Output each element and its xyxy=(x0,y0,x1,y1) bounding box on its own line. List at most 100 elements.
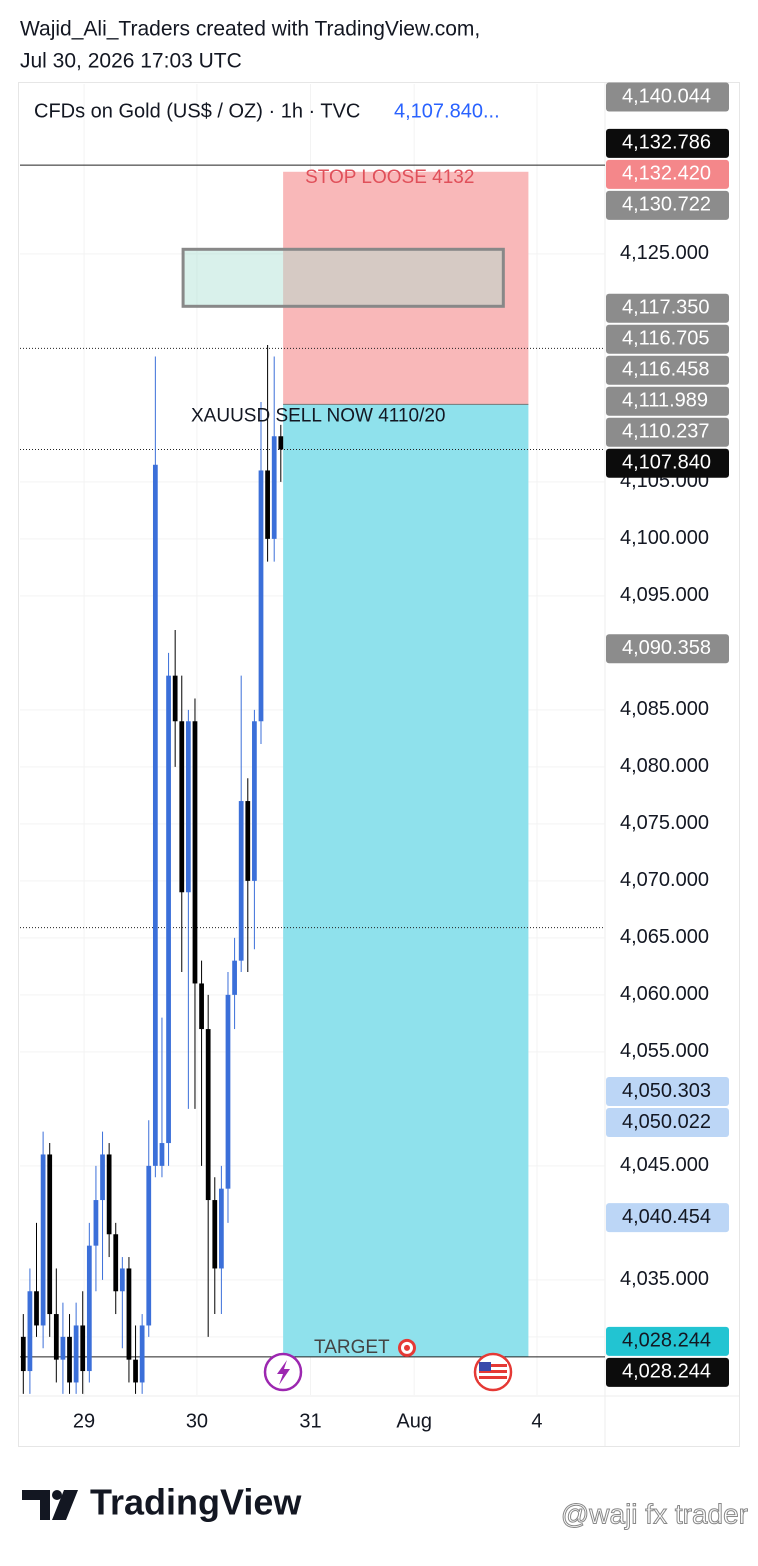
candle-body xyxy=(80,1325,86,1372)
price-badge-label: 4,040.454 xyxy=(622,1206,711,1228)
candle-body xyxy=(159,1143,165,1166)
price-scale: 4,125.0004,105.0004,100.0004,095.0004,08… xyxy=(606,82,729,1387)
price-badge xyxy=(606,190,729,220)
zone-rectangle xyxy=(181,247,505,308)
candle-body xyxy=(265,470,270,539)
y-tick-label: 4,035.000 xyxy=(620,1268,709,1290)
watermark: @waji fx trader xyxy=(561,1498,748,1529)
candle-body xyxy=(86,1245,92,1372)
price-badge-label: 4,116.458 xyxy=(622,359,710,381)
y-tick-label: 4,075.000 xyxy=(620,812,709,834)
candle-body xyxy=(100,1154,105,1201)
candle-body xyxy=(238,801,244,961)
event-icon[interactable] xyxy=(263,1352,303,1392)
candle-body xyxy=(93,1200,99,1246)
price-badge xyxy=(606,1203,729,1233)
y-tick-label: 4,065.000 xyxy=(620,926,709,948)
candle-body xyxy=(232,960,237,995)
price-badge-label: 4,028.244 xyxy=(622,1361,711,1383)
price-badge xyxy=(606,1357,729,1387)
price-badge xyxy=(606,386,729,416)
price-badge xyxy=(606,634,729,664)
price-badge-label: 4,110.237 xyxy=(622,421,710,443)
x-tick-label: 31 xyxy=(299,1410,321,1432)
candle-body xyxy=(20,1336,26,1372)
price-badge-label: 4,140.044 xyxy=(622,85,711,107)
price-badge-label: 4,090.358 xyxy=(622,637,711,659)
price-badge-label: 4,130.722 xyxy=(622,194,711,216)
price-badge-label: 4,028.244 xyxy=(622,1330,711,1352)
candle-body xyxy=(126,1268,132,1360)
chart-title[interactable]: CFDs on Gold (US$ / OZ) · 1h · TVC xyxy=(34,100,360,122)
price-badge xyxy=(606,1077,729,1107)
price-badge xyxy=(606,324,729,354)
y-tick-label: 4,045.000 xyxy=(620,1154,709,1176)
candle-body xyxy=(271,436,277,539)
y-tick-label: 4,060.000 xyxy=(620,983,709,1005)
tradingview-logo xyxy=(22,1490,78,1520)
candle-body xyxy=(172,675,178,722)
price-badge-label: 4,132.786 xyxy=(622,132,711,154)
target-zone xyxy=(283,404,529,1357)
price-badge xyxy=(606,1108,729,1138)
price-badge xyxy=(606,417,729,447)
price-badge xyxy=(606,293,729,323)
candle-body xyxy=(133,1359,138,1383)
price-badge xyxy=(606,355,729,385)
y-tick-label: 4,055.000 xyxy=(620,1040,709,1062)
candle-body xyxy=(199,983,204,1030)
candle-body xyxy=(60,1336,66,1360)
candle-body xyxy=(67,1336,72,1383)
candle-body xyxy=(113,1234,119,1292)
y-tick-label: 4,100.000 xyxy=(620,527,709,549)
target-ring xyxy=(404,1344,410,1351)
candle-body xyxy=(185,721,191,893)
candle-body xyxy=(73,1325,79,1383)
y-tick-label: 4,085.000 xyxy=(620,698,709,720)
header-line: Wajid_Ali_Traders created with TradingVi… xyxy=(20,18,480,41)
price-badge xyxy=(606,159,729,189)
signal-label: XAUUSD SELL NOW 4110/20 xyxy=(191,405,446,426)
candle-body xyxy=(258,470,264,722)
target-label: TARGET xyxy=(314,1337,390,1358)
candle-body xyxy=(219,1188,224,1269)
x-tick-label: 4 xyxy=(531,1410,542,1432)
y-tick-label: 4,095.000 xyxy=(620,584,709,606)
candle-body xyxy=(212,1200,218,1269)
price-badge-label: 4,050.022 xyxy=(622,1111,711,1133)
candle-body xyxy=(146,1165,152,1326)
header-date: Jul 30, 2026 17:03 UTC xyxy=(20,50,242,73)
price-badge-label: 4,107.840 xyxy=(622,452,711,474)
price-badge-label: 4,117.350 xyxy=(622,297,710,319)
x-tick-label: 29 xyxy=(73,1410,95,1432)
candle-body xyxy=(40,1154,46,1326)
x-tick-label: Aug xyxy=(396,1410,432,1432)
candle-body xyxy=(225,994,231,1189)
price-badge-label: 4,050.303 xyxy=(622,1080,711,1102)
candle-body xyxy=(252,721,257,881)
candle-body xyxy=(27,1291,33,1372)
candle-body xyxy=(166,675,171,1144)
candle-body xyxy=(179,721,185,893)
price-badge xyxy=(606,128,729,158)
plot: STOP LOOSE 4132 XAUUSD SELL NOW 4110/20 TA… xyxy=(20,84,605,1395)
candle-body xyxy=(205,1029,211,1201)
us-event-icon[interactable] xyxy=(473,1352,513,1392)
candle-body xyxy=(34,1291,39,1326)
price-badge xyxy=(606,1326,729,1356)
y-tick-label: 4,125.000 xyxy=(620,242,709,264)
stop-label: STOP LOOSE 4132 xyxy=(305,167,474,188)
price-badge-label: 4,132.420 xyxy=(622,163,711,185)
y-tick-label: 4,080.000 xyxy=(620,755,709,777)
candle-body xyxy=(119,1268,125,1292)
price-badge-label: 4,116.705 xyxy=(622,328,710,350)
target-icon xyxy=(398,1338,416,1357)
candle-body xyxy=(245,801,251,881)
candle-body xyxy=(53,1314,59,1360)
time-scale: 29 30 31 Aug 4 xyxy=(73,1410,543,1432)
candle-body xyxy=(278,436,284,450)
y-tick-label: 4,070.000 xyxy=(620,869,709,891)
chart-frame xyxy=(18,82,740,1447)
candle-body xyxy=(192,721,198,984)
brand: TradingView xyxy=(90,1482,302,1523)
